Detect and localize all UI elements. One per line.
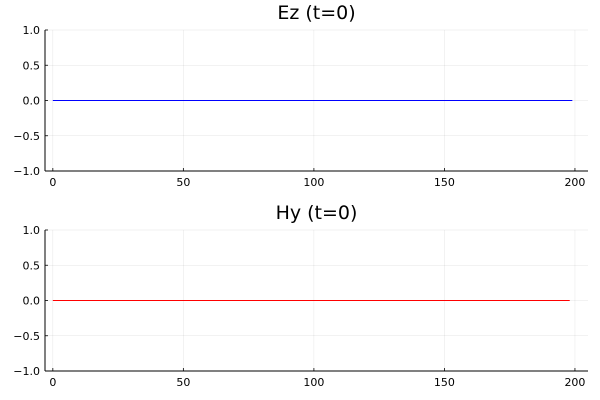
hy-y-tick-label: −1.0 — [13, 365, 40, 378]
ez-x-tick-label: 150 — [434, 176, 455, 189]
hy-x-tick-label: 0 — [49, 376, 56, 389]
hy-x-tick-label: 100 — [303, 376, 324, 389]
chart-panel-ez: 0 50 100 150 200 −1.0 −0.5 0.0 0.5 1.0 Ez (t=0) — [13, 2, 588, 189]
ez-y-tick-label: −0.5 — [13, 130, 40, 143]
chart-panel-hy: 0 50 100 150 200 −1.0 −0.5 0.0 0.5 1.0 Hy (t=0) — [13, 202, 588, 389]
hy-x-tick-label: 150 — [434, 376, 455, 389]
hy-chart-title: Hy (t=0) — [276, 202, 358, 224]
ez-y-tick-label: −1.0 — [13, 165, 40, 178]
hy-x-tick-label: 50 — [176, 376, 190, 389]
hy-x-tick-label: 200 — [564, 376, 585, 389]
ez-x-tick-label: 0 — [49, 176, 56, 189]
hy-y-tick-label: 0.5 — [23, 259, 41, 272]
ez-y-tick-label: 0.5 — [23, 59, 41, 72]
hy-y-tick-label: −0.5 — [13, 330, 40, 343]
hy-y-tick-label: 0.0 — [23, 295, 41, 308]
hy-y-tick-label: 1.0 — [23, 224, 41, 237]
ez-x-tick-label: 50 — [176, 176, 190, 189]
ez-chart-title: Ez (t=0) — [277, 2, 355, 24]
ez-x-tick-label: 100 — [303, 176, 324, 189]
ez-y-tick-label: 1.0 — [23, 24, 41, 37]
ez-x-tick-label: 200 — [564, 176, 585, 189]
ez-y-tick-label: 0.0 — [23, 95, 41, 108]
